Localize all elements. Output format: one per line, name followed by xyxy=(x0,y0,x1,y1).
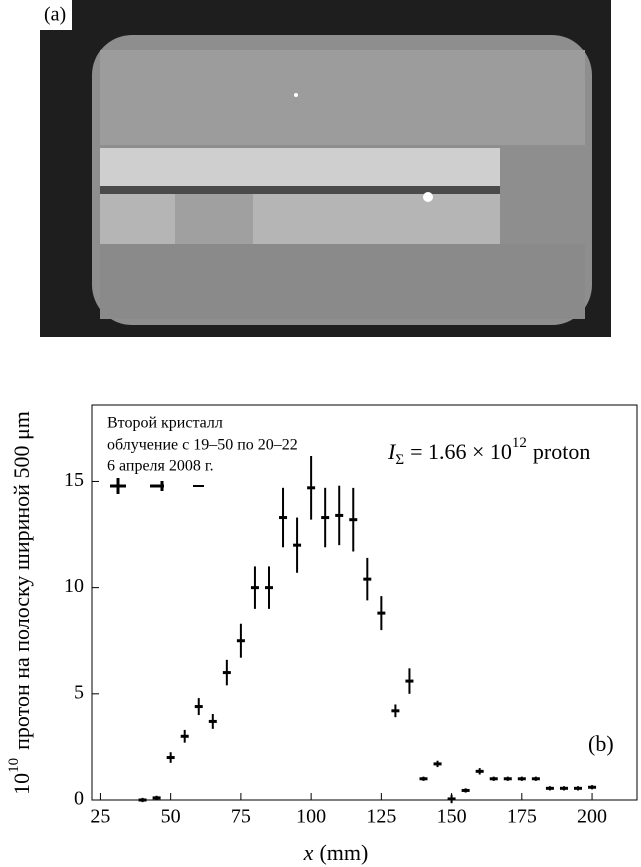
x-tick-label: 175 xyxy=(507,806,537,828)
x-axis-unit: (mm) xyxy=(319,840,368,865)
x-axis-label: x (mm) xyxy=(303,840,369,865)
x-tick-label: 75 xyxy=(231,806,251,828)
y-tick-label: 10 xyxy=(64,575,84,597)
y-tick-label: 0 xyxy=(74,788,84,810)
formula: IΣ = 1.66 × 1012 proton xyxy=(387,435,590,468)
panel-label: (a) xyxy=(44,4,66,26)
annotation: Второй кристалл xyxy=(107,415,223,432)
x-tick-label: 100 xyxy=(296,806,326,828)
y-axis-text: протон на полоску шириной 500 μm xyxy=(9,411,34,750)
y-tick-label: 5 xyxy=(74,681,84,703)
x-tick-label: 200 xyxy=(577,806,607,828)
y-tick-label: 15 xyxy=(64,469,84,491)
panel-label: (b) xyxy=(588,731,614,756)
photo: (a) xyxy=(40,0,611,337)
formula-subscript: Σ xyxy=(395,452,404,468)
y-axis-factor: 10 xyxy=(9,773,34,795)
y-axis-exponent: 10 xyxy=(6,758,22,773)
formula-text: = 1.66 × 10 xyxy=(410,439,512,464)
x-axis-symbol: x xyxy=(303,840,314,865)
x-tick-label: 25 xyxy=(90,806,110,828)
y-axis-label: 1010 протон на полоску шириной 500 μm xyxy=(6,411,34,795)
plot-frame xyxy=(91,404,638,801)
formula-superscript: 12 xyxy=(512,435,527,451)
annotation: облучение с 19–50 по 20–22 xyxy=(107,437,298,454)
x-tick-label: 125 xyxy=(366,806,396,828)
legend-symbols xyxy=(110,478,204,494)
formula-symbol: I xyxy=(387,439,397,464)
x-tick-label: 150 xyxy=(437,806,467,828)
x-tick-label: 50 xyxy=(161,806,181,828)
annotation: 6 апреля 2008 г. xyxy=(107,458,214,475)
formula-unit: proton xyxy=(533,439,590,464)
